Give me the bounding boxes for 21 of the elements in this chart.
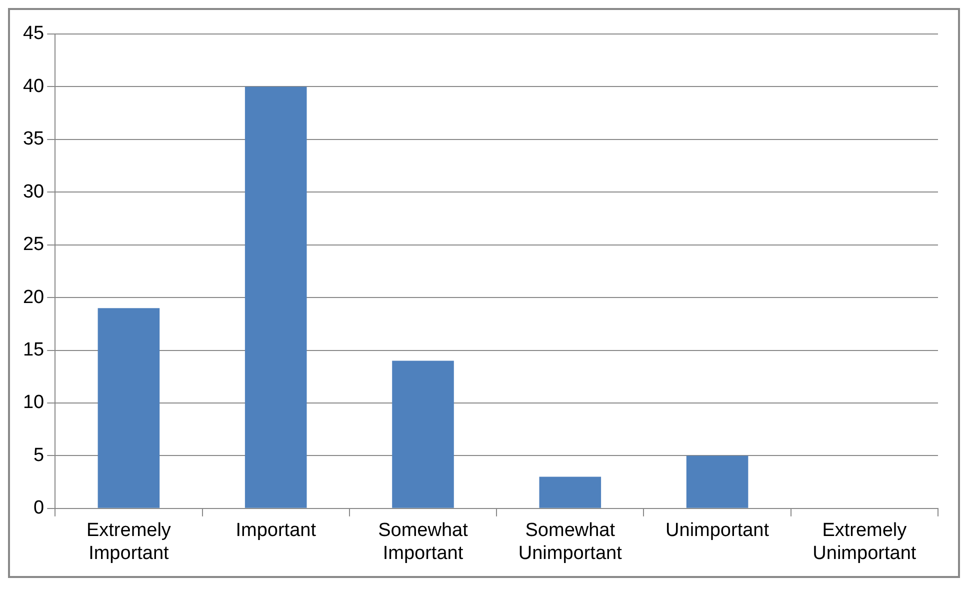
y-tick-label: 45 bbox=[22, 23, 44, 44]
y-tick-label: 25 bbox=[22, 234, 44, 256]
x-tick-label: Extremely Unimportant bbox=[812, 520, 917, 564]
x-tick-label: Extremely Important bbox=[86, 520, 172, 564]
bar bbox=[98, 308, 160, 508]
bar bbox=[244, 86, 307, 508]
x-tick-label: Somewhat Important bbox=[378, 520, 469, 564]
y-tick-label: 5 bbox=[34, 444, 44, 466]
y-tick-label: 40 bbox=[22, 76, 44, 97]
y-tick-label: 35 bbox=[22, 128, 44, 150]
bar bbox=[539, 476, 602, 508]
bar bbox=[686, 456, 748, 508]
y-tick-label: 15 bbox=[22, 340, 44, 360]
x-tick-label: Unimportant bbox=[666, 520, 770, 542]
bar bbox=[392, 360, 454, 508]
x-tick-label: Important bbox=[236, 520, 317, 542]
y-tick-label: 20 bbox=[22, 286, 44, 308]
y-tick-label: 0 bbox=[34, 498, 44, 519]
y-tick-label: 10 bbox=[22, 392, 44, 414]
y-tick-label: 30 bbox=[22, 181, 44, 202]
x-tick-label: Somewhat Unimportant bbox=[518, 520, 623, 564]
